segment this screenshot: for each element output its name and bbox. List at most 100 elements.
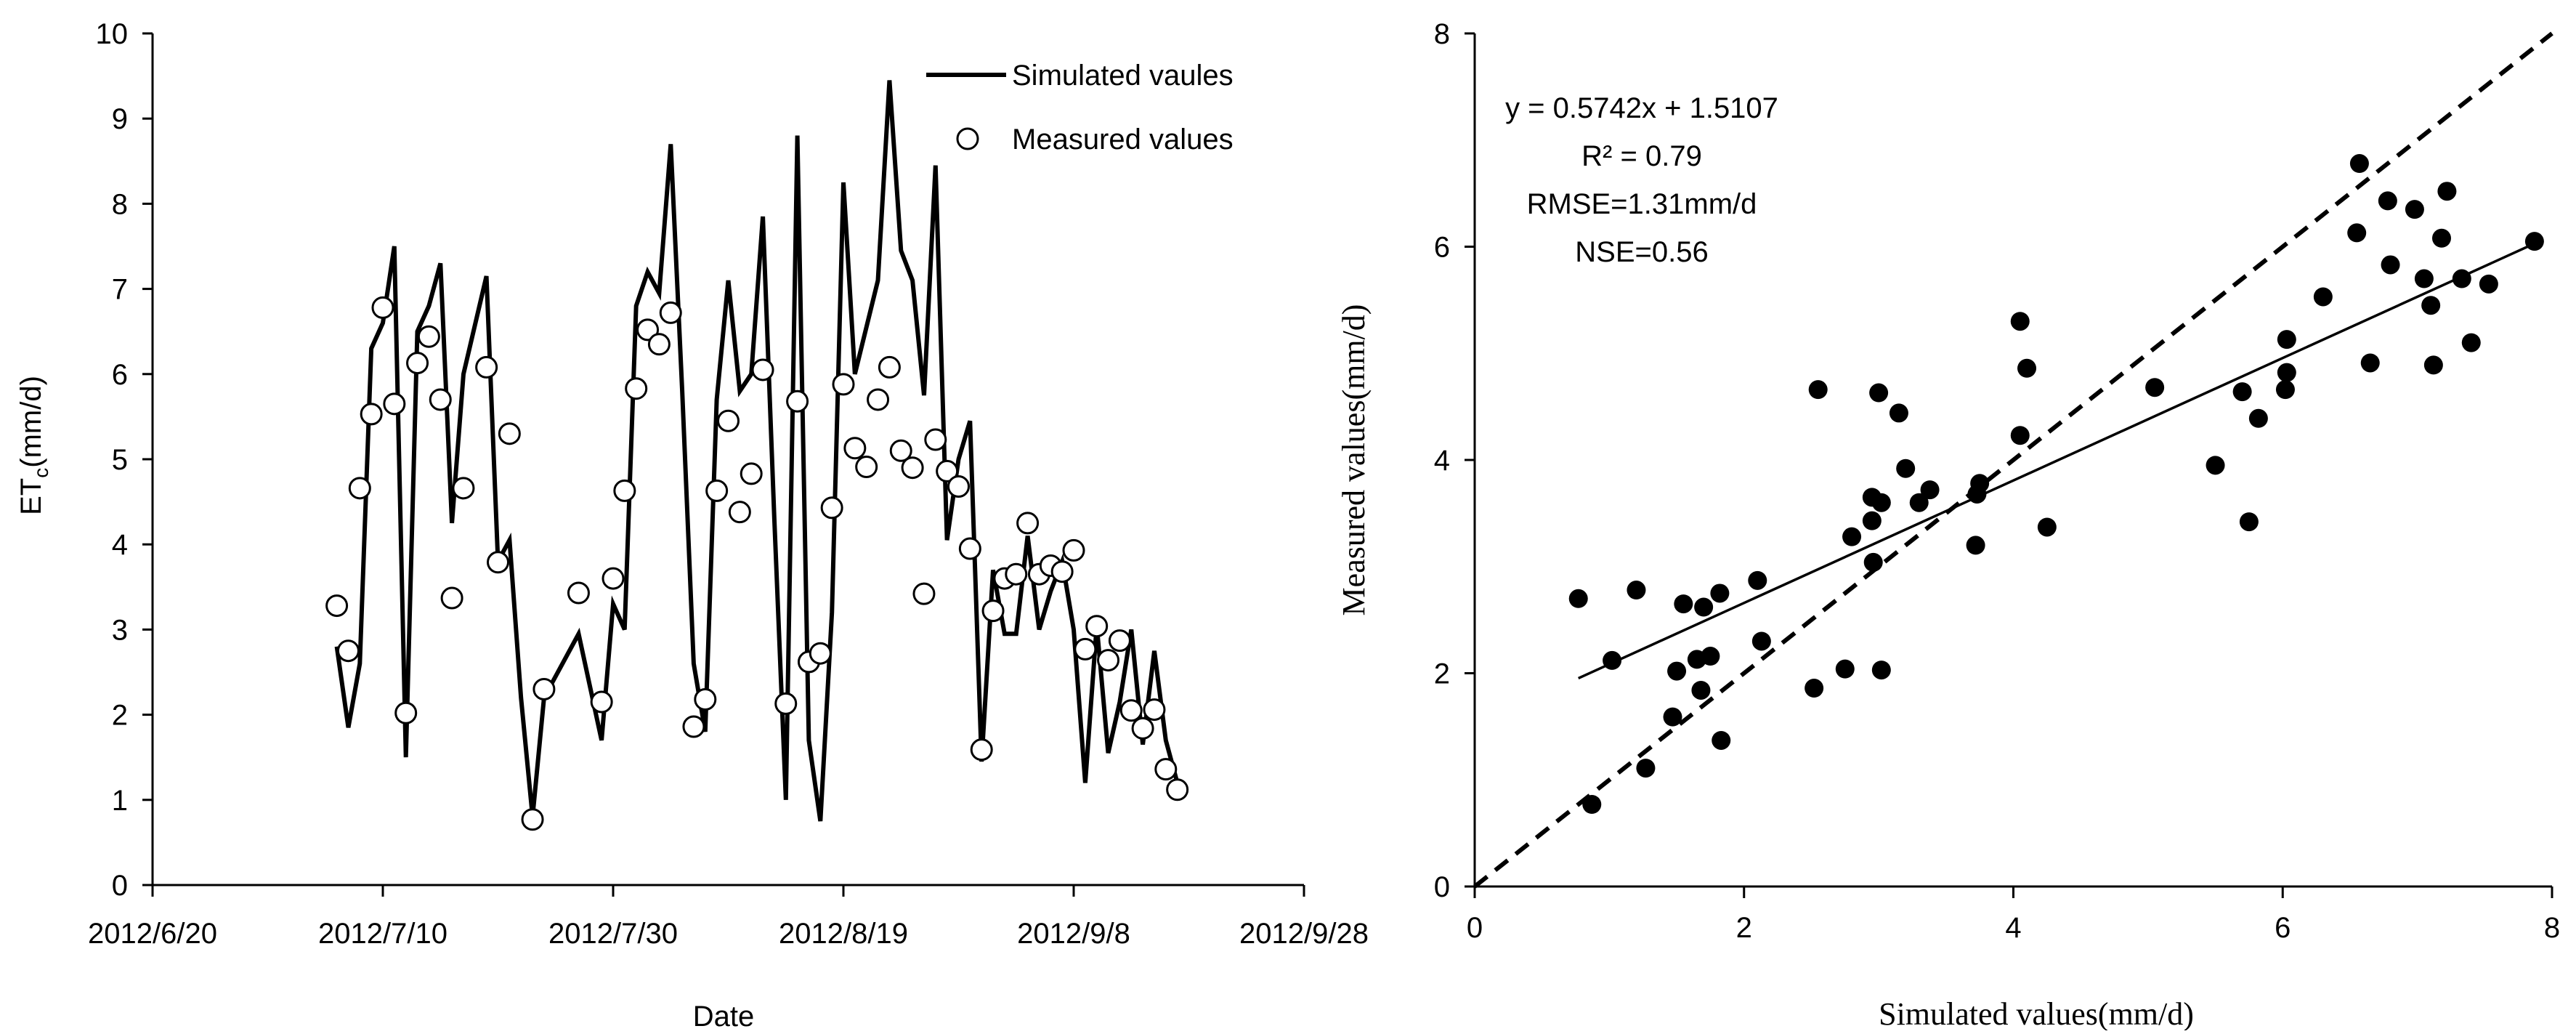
measured-point <box>970 738 993 762</box>
scatter-point <box>1603 650 1622 670</box>
measured-point <box>1108 629 1131 653</box>
simulated-vs-measured-scatter: 0 2 4 6 8 0 2 4 6 8 Simulated values(mm/d) Measu… <box>1336 18 2560 1032</box>
scatter-point <box>2232 382 2252 402</box>
x-tick-label: 6 <box>2275 912 2291 944</box>
scatter-point <box>1751 631 1771 651</box>
scatter-point <box>1805 679 1824 698</box>
y-axis-label: Measured values(mm/d) <box>1336 304 1372 616</box>
measured-point <box>878 355 901 379</box>
measured-point <box>1005 562 1028 586</box>
y-tick-label: 10 <box>96 18 129 50</box>
scatter-point <box>1667 661 1687 681</box>
measured-point <box>832 373 855 396</box>
measured-point <box>705 479 729 502</box>
scatter-point <box>2010 426 2030 445</box>
scatter-point <box>2277 363 2296 382</box>
measured-point <box>958 537 981 560</box>
x-tick-label: 0 <box>1467 912 1483 944</box>
measured-point <box>912 582 936 605</box>
x-tick-label: 2012/7/30 <box>548 918 678 950</box>
scatter-point <box>2431 228 2451 248</box>
y-tick-label: 2 <box>112 700 128 732</box>
scatter-point <box>2381 255 2400 275</box>
x-tick-label: 2012/8/19 <box>779 918 908 950</box>
x-ticks: 0 2 4 6 8 <box>1467 886 2560 944</box>
scatter-point <box>1627 581 1646 600</box>
x-tick-label: 2012/9/8 <box>1017 918 1130 950</box>
scatter-point <box>2349 154 2369 174</box>
measured-point <box>1131 716 1154 740</box>
measured-point <box>728 501 751 524</box>
scatter-point <box>2423 355 2443 375</box>
measured-point <box>1062 538 1085 562</box>
scatter-point <box>1966 536 1985 555</box>
measured-point <box>809 642 832 665</box>
measured-point <box>1074 637 1097 661</box>
measured-point <box>498 422 521 445</box>
scatter-point <box>2248 408 2268 428</box>
rmse: RMSE=1.31mm/d <box>1527 188 1757 220</box>
scatter-point <box>2437 182 2457 201</box>
measured-point <box>889 439 912 462</box>
one-to-one-dashed-line <box>1473 31 2553 889</box>
measured-point <box>325 594 349 618</box>
measured-point <box>336 639 360 663</box>
legend-measured-label: Measured values <box>1012 124 1234 155</box>
y-tick-label: 6 <box>112 359 128 391</box>
measured-point <box>867 388 890 411</box>
y-tick-label: 4 <box>112 529 128 561</box>
legend: Simulated vaules Measured values <box>926 60 1234 155</box>
measured-point <box>383 392 406 416</box>
measured-point <box>1085 615 1109 638</box>
legend-simulated-label: Simulated vaules <box>1012 60 1234 92</box>
measured-point <box>936 459 959 482</box>
scatter-point <box>2479 274 2498 294</box>
simulated-series-line <box>334 80 1180 822</box>
x-tick-label: 8 <box>2544 912 2560 944</box>
regression-line <box>1578 242 2535 680</box>
measured-point <box>659 301 682 324</box>
measured-point <box>348 477 371 500</box>
x-tick-label: 2012/6/20 <box>88 918 217 950</box>
y-tick-label: 6 <box>1434 232 1450 264</box>
scatter-point <box>1568 589 1588 608</box>
scatter-point <box>1871 493 1891 512</box>
x-tick-label: 2012/9/28 <box>1239 918 1369 950</box>
scatter-point <box>1712 730 1731 750</box>
scatter-point <box>2037 517 2057 537</box>
y-tick-label: 5 <box>112 444 128 476</box>
measured-point <box>590 690 613 714</box>
measured-point <box>636 318 660 342</box>
scatter-point <box>1691 680 1711 700</box>
stats-annotation: y = 0.5742x + 1.5107 R² = 0.79 RMSE=1.31… <box>1505 92 1778 268</box>
y-axis-label: ETc(mm/d) <box>15 376 52 515</box>
scatter-point <box>2313 287 2333 307</box>
scatter-point <box>1920 480 1940 500</box>
scatter-point <box>1869 383 1889 403</box>
y-tick-label: 0 <box>1434 871 1450 903</box>
scatter-point <box>1896 459 1916 478</box>
et-time-series-chart: 0 1 2 3 4 5 6 7 8 9 10 2012/6/20 2012/7/10 2012/7/30… <box>15 18 1369 1033</box>
scatter-point <box>2206 456 2225 475</box>
measured-point <box>717 409 740 432</box>
scatter-point <box>2452 269 2471 288</box>
measured-point <box>855 456 878 479</box>
measured-point <box>602 567 625 590</box>
measured-point <box>613 479 636 502</box>
measured-point <box>820 496 843 520</box>
scatter-point <box>1842 527 1862 546</box>
measured-point <box>694 688 717 711</box>
scatter-point <box>1710 583 1730 603</box>
y-tick-label: 8 <box>1434 18 1450 50</box>
measured-point <box>682 715 705 738</box>
scatter-point <box>1871 661 1891 680</box>
scatter-point <box>2239 512 2259 532</box>
measured-point <box>440 586 463 610</box>
measured-point <box>452 477 475 500</box>
scatter-point <box>2421 296 2441 315</box>
scatter-point <box>1663 707 1682 727</box>
y-tick-label: 8 <box>112 188 128 220</box>
scatter-point <box>1889 403 1908 423</box>
measured-point <box>1097 649 1120 672</box>
y-tick-label: 7 <box>112 274 128 306</box>
